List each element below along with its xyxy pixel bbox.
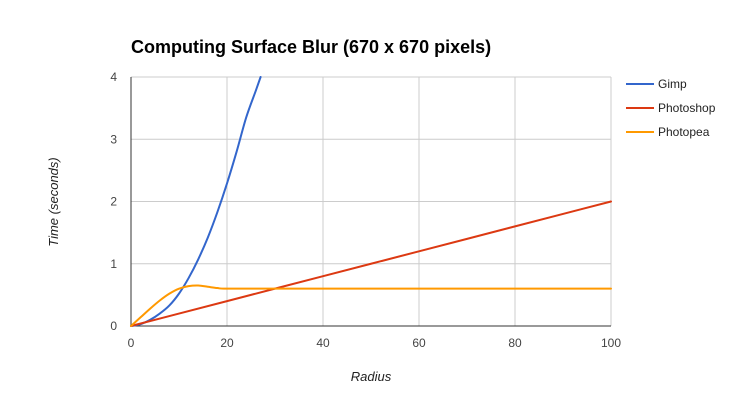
y-tick-label: 2 xyxy=(110,195,117,209)
legend-item-photopea: Photopea xyxy=(626,125,710,139)
series-line-gimp xyxy=(130,76,262,327)
grid-layer xyxy=(131,76,612,326)
series-line-photoshop xyxy=(130,200,612,327)
x-tick-label: 40 xyxy=(316,336,330,350)
legend: Gimp Photoshop Photopea xyxy=(626,77,716,139)
x-axis-title: Radius xyxy=(351,369,392,384)
x-tick-label: 80 xyxy=(508,336,522,350)
y-tick-label: 4 xyxy=(110,70,117,84)
series-layer xyxy=(130,76,612,327)
legend-label: Gimp xyxy=(658,77,687,91)
axis-layer xyxy=(130,77,611,327)
x-tick-label: 100 xyxy=(601,336,621,350)
legend-item-gimp: Gimp xyxy=(626,77,687,91)
x-tick-label: 60 xyxy=(412,336,426,350)
y-tick-label: 0 xyxy=(110,319,117,333)
series-line-photopea xyxy=(130,284,612,327)
legend-label: Photoshop xyxy=(658,101,716,115)
y-tick-label: 3 xyxy=(110,132,117,146)
chart-title: Computing Surface Blur (670 x 670 pixels… xyxy=(131,37,491,57)
y-axis-title: Time (seconds) xyxy=(46,157,61,246)
legend-item-photoshop: Photoshop xyxy=(626,101,716,115)
legend-label: Photopea xyxy=(658,125,710,139)
x-tick-label: 20 xyxy=(220,336,234,350)
y-tick-label: 1 xyxy=(110,257,117,271)
x-tick-label: 0 xyxy=(128,336,135,350)
